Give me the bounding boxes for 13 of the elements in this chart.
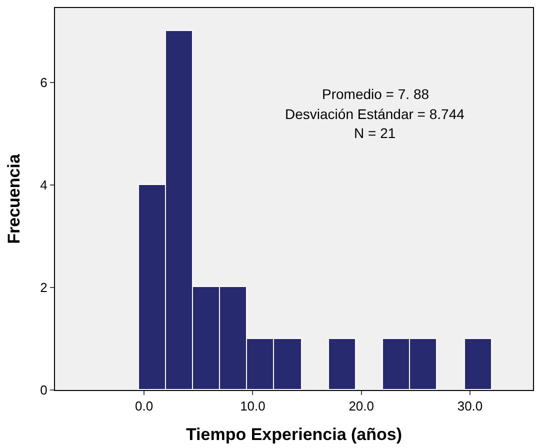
x-tick-label: 10.0 — [240, 398, 266, 414]
annotation: Promedio = 7. 88 — [322, 86, 430, 102]
annotation: Desviación Estándar = 8.744 — [285, 106, 465, 122]
y-tick-label: 4 — [40, 177, 48, 192]
x-tick-label: 0.0 — [135, 398, 154, 414]
annotation: N = 21 — [354, 125, 396, 141]
y-tick-label: 0 — [40, 382, 48, 398]
y-axis-title: Frecuencia — [4, 154, 24, 244]
y-tick-label: 6 — [40, 74, 48, 90]
x-tick-label: 20.0 — [348, 398, 374, 414]
y-tick-label: 2 — [40, 280, 48, 295]
x-tick-label: 30.0 — [457, 398, 483, 414]
x-axis-title: Tiempo Experiencia (años) — [186, 425, 402, 444]
